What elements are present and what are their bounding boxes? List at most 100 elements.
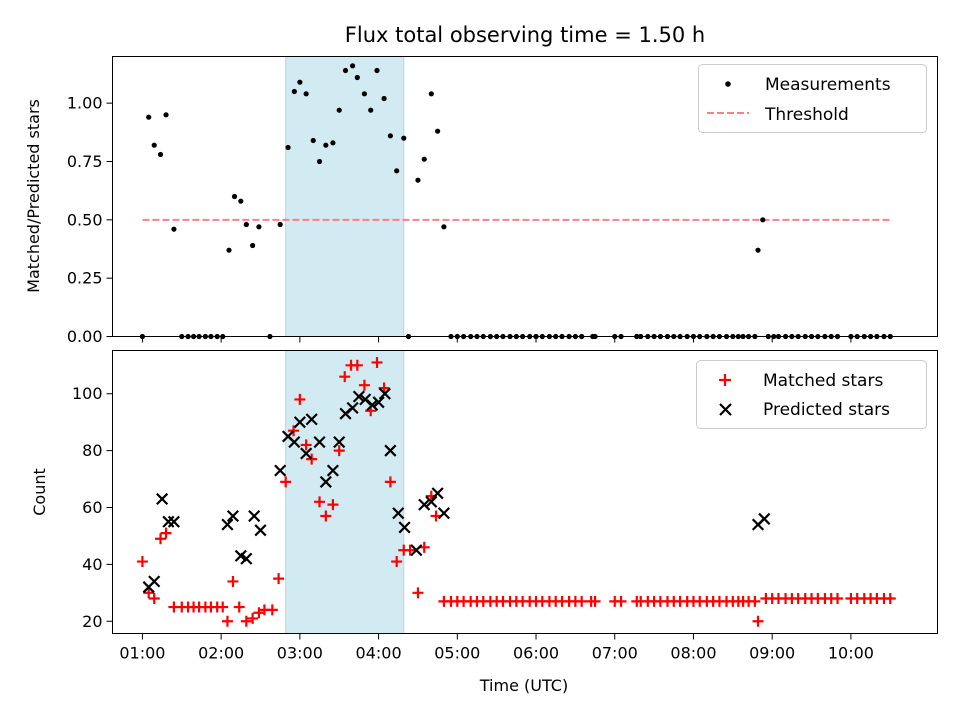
measurement-point (243, 221, 249, 228)
bottom-legend-box (696, 360, 927, 429)
matched-star-point (253, 607, 265, 619)
matched-star-point (333, 445, 345, 457)
measurement-point (394, 168, 400, 174)
measurement-point (330, 140, 336, 146)
predicted-star-point (346, 401, 359, 415)
measurement-point (374, 67, 380, 74)
measurement-point (435, 128, 441, 134)
matched-star-point (391, 556, 403, 568)
matched-star-point (143, 587, 155, 599)
matched-star-point (404, 544, 416, 556)
measurement-point (231, 193, 238, 200)
bottom-legend: Matched stars Predicted stars (696, 360, 927, 429)
matched-star-point (294, 393, 306, 405)
measurement-point (336, 107, 342, 113)
measurement-point (415, 177, 421, 183)
predicted-star-point (240, 552, 253, 565)
bottom-plot-frame (112, 350, 938, 634)
measurement-point (256, 224, 262, 230)
measurement-point (146, 114, 152, 120)
measurement-point (354, 74, 360, 81)
predicted-star-point (156, 492, 169, 506)
predicted-star-point (293, 416, 306, 429)
bottom-x-tick-label: 04:00 (356, 644, 402, 663)
measurement-point (323, 142, 329, 148)
measurement-point (297, 79, 303, 85)
predicted-star-point (398, 521, 411, 534)
matched-star-point (233, 601, 245, 613)
predicted-star-point (274, 464, 287, 477)
matched-star-point (339, 371, 351, 383)
legend-marker-measurements (725, 81, 731, 87)
predicted-star-point (366, 399, 379, 412)
matched-star-point (384, 476, 396, 488)
measurement-point (755, 247, 761, 253)
legend-marker-predicted (719, 403, 732, 416)
matched-star-point (217, 601, 229, 613)
top-x-axis-ticks (141, 336, 852, 343)
predicted-star-point (372, 396, 385, 409)
top-y-tick-label: 0.25 (67, 269, 103, 288)
predicted-star-point (319, 475, 332, 488)
bottom-x-tick-label: 01:00 (119, 644, 165, 663)
top-legend-box (698, 64, 927, 133)
bottom-y-tick-label: 20 (82, 612, 102, 631)
measurement-point (316, 158, 323, 165)
measurement-point (342, 67, 349, 74)
matched-star-point (148, 593, 160, 605)
measurement-point (387, 133, 393, 139)
predicted-star-point (418, 498, 431, 511)
chart-title: Flux total observing time = 1.50 h (345, 23, 705, 47)
predicted-star-point (437, 507, 450, 520)
matched-star-point (749, 595, 761, 607)
top-y-axis-ticks: 0.00 0.25 0.50 0.75 1.00 (67, 94, 113, 346)
measurement-point (157, 151, 164, 158)
matched-star-point (155, 533, 167, 545)
matched-star-point (288, 425, 300, 437)
measurement-point (303, 91, 309, 97)
bottom-x-tick-label: 03:00 (277, 644, 323, 663)
measurement-point (421, 156, 427, 162)
matched-star-point (589, 595, 601, 607)
measurement-point (368, 107, 374, 113)
predicted-star-point (305, 413, 318, 426)
bottom-y-axis-label: Count (30, 468, 49, 516)
predicted-star-point (392, 507, 405, 520)
matched-star-point (358, 379, 370, 391)
top-y-tick-label: 0.50 (67, 210, 103, 229)
predicted-star-point (431, 487, 444, 500)
bottom-x-tick-label: 09:00 (749, 644, 795, 663)
measurement-point (350, 63, 356, 69)
legend-label-matched: Matched stars (763, 371, 883, 391)
predicted-star-point (248, 509, 261, 523)
measurement-point (291, 88, 297, 95)
predicted-star-point (410, 544, 423, 557)
matched-star-point (832, 593, 844, 605)
predicted-star-point (378, 387, 391, 400)
measurement-point (163, 112, 169, 118)
measurement-point (381, 95, 387, 102)
predicted-star-point (162, 515, 175, 528)
matched-star-point (351, 359, 363, 371)
matched-star-point (884, 593, 896, 605)
matched-star-point (273, 573, 285, 585)
predicted-star-point (384, 444, 397, 457)
matched-star-point (412, 587, 424, 599)
measurement-point (171, 226, 177, 232)
bottom-y-tick-label: 40 (82, 555, 102, 574)
matched-star-point (320, 510, 332, 522)
bottom-y-axis-ticks: 20 40 60 80 100 (72, 384, 113, 631)
measurement-point (151, 142, 157, 148)
top-shaded-region (285, 56, 405, 337)
matched-star-point (136, 556, 148, 568)
bottom-x-tick-label: 06:00 (513, 644, 559, 663)
predicted-star-point (254, 524, 267, 537)
measurement-point (428, 91, 434, 97)
matched-star-point (160, 527, 172, 539)
bottom-y-tick-label: 100 (72, 384, 103, 403)
top-highlight-span (285, 56, 405, 337)
measurement-point (277, 221, 283, 228)
top-legend: Measurements Threshold (698, 64, 927, 133)
top-panel: 0.00 0.25 0.50 0.75 1.00 Matched/Predicted s… (24, 56, 938, 346)
